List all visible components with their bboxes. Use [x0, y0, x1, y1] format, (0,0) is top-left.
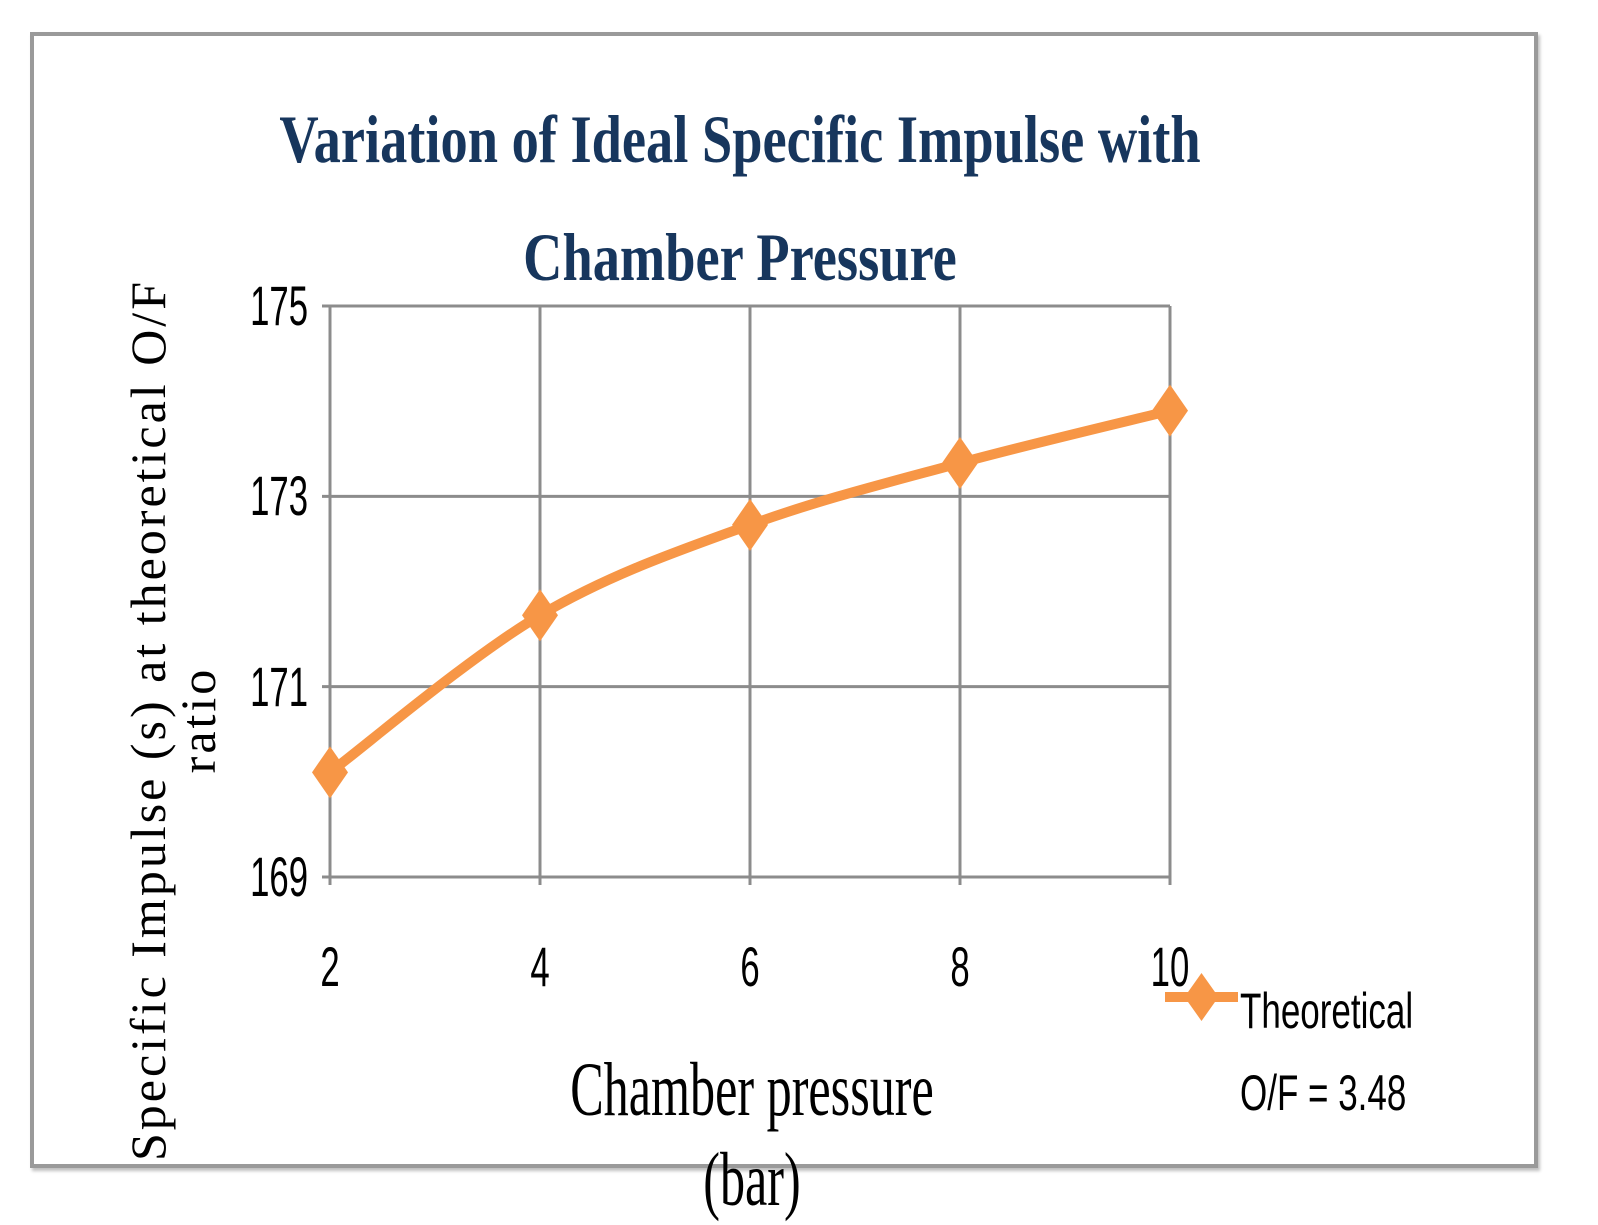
x-tick-label: 6	[740, 935, 760, 998]
y-tick-label: 173	[250, 464, 308, 528]
x-tick-label: 2	[320, 935, 340, 998]
x-tick-label: 4	[530, 935, 550, 998]
x-tick-label: 10	[1150, 935, 1190, 998]
y-axis-label: Specific Impulse (s) at theoretical O/F …	[120, 278, 226, 1162]
legend-label: Theoretical O/F = 3.48	[1240, 983, 1414, 1121]
data-point-8	[942, 437, 978, 490]
y-tick-label: 171	[250, 654, 308, 718]
x-tick-label: 8	[950, 935, 970, 998]
chart-title: Variation of Ideal Specific Impulse with…	[279, 101, 1201, 295]
y-tick-label: 169	[250, 845, 308, 908]
x-axis-label: Chamber pressure (bar)	[570, 1048, 934, 1222]
data-point-10	[1152, 384, 1188, 437]
data-point-2	[312, 746, 348, 799]
chart-frame	[30, 32, 1538, 1168]
data-point-6	[732, 498, 768, 551]
y-tick-label: 175	[250, 274, 308, 337]
data-point-4	[522, 589, 558, 642]
legend-marker	[1184, 973, 1219, 1021]
